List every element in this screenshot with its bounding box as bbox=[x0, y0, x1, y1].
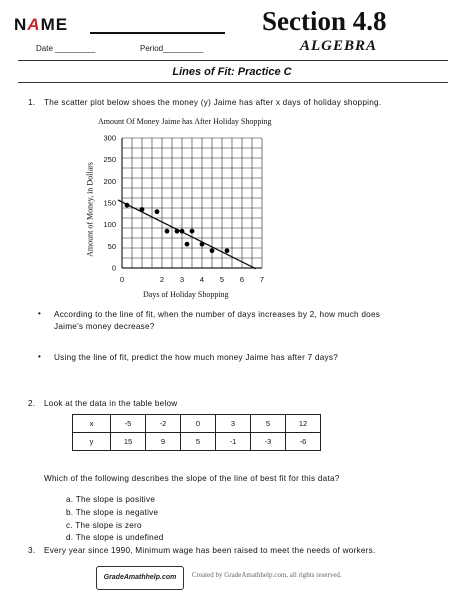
q1-bullet1-line2: Jaime's money decrease? bbox=[54, 322, 155, 331]
q1-number: 1. bbox=[28, 98, 36, 107]
x-tick-label: 6 bbox=[240, 275, 244, 284]
y-tick-label: 50 bbox=[108, 242, 116, 251]
chart-fit-line bbox=[117, 199, 257, 270]
q2-question: Which of the following describes the slo… bbox=[44, 474, 340, 483]
x-tick-label: 5 bbox=[220, 275, 224, 284]
y-tick-label: 250 bbox=[103, 155, 116, 164]
q2-number: 2. bbox=[28, 399, 36, 408]
table-cell: 0 bbox=[180, 414, 216, 433]
y-tick-label: 300 bbox=[103, 134, 116, 143]
table-cell: 15 bbox=[110, 432, 146, 451]
data-point bbox=[184, 241, 190, 247]
q2-text: Look at the data in the table below bbox=[44, 399, 178, 408]
chart-grid bbox=[121, 137, 263, 269]
table-cell: -1 bbox=[215, 432, 251, 451]
table-cell: 5 bbox=[250, 414, 286, 433]
table-cell: -3 bbox=[250, 432, 286, 451]
q3-text: Every year since 1990, Minimum wage has … bbox=[44, 546, 376, 555]
data-table: x -5 -2 0 3 5 12 y 15 9 5 -1 -3 -6 bbox=[72, 414, 321, 451]
chart-title: Amount Of Money Jaime has After Holiday … bbox=[98, 117, 272, 126]
table-cell: 5 bbox=[180, 432, 216, 451]
q1-text: The scatter plot below shoes the money (… bbox=[44, 98, 382, 107]
data-point bbox=[224, 248, 230, 254]
x-tick-label: 4 bbox=[200, 275, 204, 284]
footer-logo: GradeAmathhelp.com bbox=[96, 566, 184, 590]
data-point bbox=[154, 209, 160, 215]
x-tick-label: 2 bbox=[160, 275, 164, 284]
data-point bbox=[189, 228, 195, 234]
chart-ticks: 0 50 100 150 200 250 300 0 2 3 4 5 6 7 bbox=[103, 134, 264, 285]
table-cell: 3 bbox=[215, 414, 251, 433]
chart-xlabel: Days of Holiday Shopping bbox=[143, 290, 229, 299]
table-cell: -6 bbox=[285, 432, 321, 451]
y-tick-label: 200 bbox=[103, 177, 116, 186]
title-rule-bottom bbox=[18, 82, 448, 83]
y-tick-label: 150 bbox=[103, 199, 116, 208]
name-logo: NAME bbox=[14, 15, 68, 35]
q2-option-b[interactable]: b. The slope is negative bbox=[66, 508, 159, 517]
name-letter-n: N bbox=[14, 15, 28, 34]
y-tick-label: 100 bbox=[103, 220, 116, 229]
name-line[interactable] bbox=[90, 32, 225, 34]
chart-points bbox=[124, 202, 230, 254]
title-rule-top bbox=[18, 60, 448, 61]
section-subtitle: ALGEBRA bbox=[300, 38, 378, 54]
q1-bullet1-line1: According to the line of fit, when the n… bbox=[54, 310, 381, 319]
table-cell: 12 bbox=[285, 414, 321, 433]
q1-bullet2-dot: • bbox=[38, 352, 42, 361]
table-row: x -5 -2 0 3 5 12 bbox=[72, 414, 321, 433]
q2-option-d[interactable]: d. The slope is undefined bbox=[66, 533, 164, 542]
date-label: Date _________ bbox=[36, 44, 96, 53]
x-tick-label: 0 bbox=[120, 275, 124, 284]
data-point bbox=[164, 228, 170, 234]
fit-line bbox=[117, 199, 257, 270]
name-letter-a: A bbox=[27, 15, 41, 34]
q2-option-a[interactable]: a. The slope is positive bbox=[66, 495, 156, 504]
name-letters-me: ME bbox=[40, 15, 69, 34]
x-tick-label: 3 bbox=[180, 275, 184, 284]
data-point bbox=[124, 202, 130, 208]
data-point bbox=[179, 228, 185, 234]
q1-bullet2: Using the line of fit, predict the how m… bbox=[54, 353, 339, 362]
table-cell: -5 bbox=[110, 414, 146, 433]
q2-option-c[interactable]: c. The slope is zero bbox=[66, 521, 142, 530]
table-header-y: y bbox=[72, 432, 111, 451]
worksheet-title: Lines of Fit: Practice C bbox=[172, 66, 292, 78]
table-cell: -2 bbox=[145, 414, 181, 433]
table-cell: 9 bbox=[145, 432, 181, 451]
footer-credit: Created by GradeAmathhelp.com, all right… bbox=[192, 571, 342, 579]
q3-number: 3. bbox=[28, 546, 36, 555]
period-label: Period_________ bbox=[140, 44, 204, 53]
y-tick-label: 0 bbox=[112, 264, 116, 273]
data-point bbox=[199, 241, 205, 247]
data-point bbox=[174, 228, 180, 234]
section-title: Section 4.8 bbox=[262, 6, 387, 36]
data-point bbox=[139, 207, 145, 212]
x-tick-label: 7 bbox=[260, 275, 264, 284]
table-row: y 15 9 5 -1 -3 -6 bbox=[72, 432, 321, 451]
table-header-x: x bbox=[72, 414, 111, 433]
q1-bullet1-dot: • bbox=[38, 309, 42, 318]
data-point bbox=[209, 248, 215, 254]
